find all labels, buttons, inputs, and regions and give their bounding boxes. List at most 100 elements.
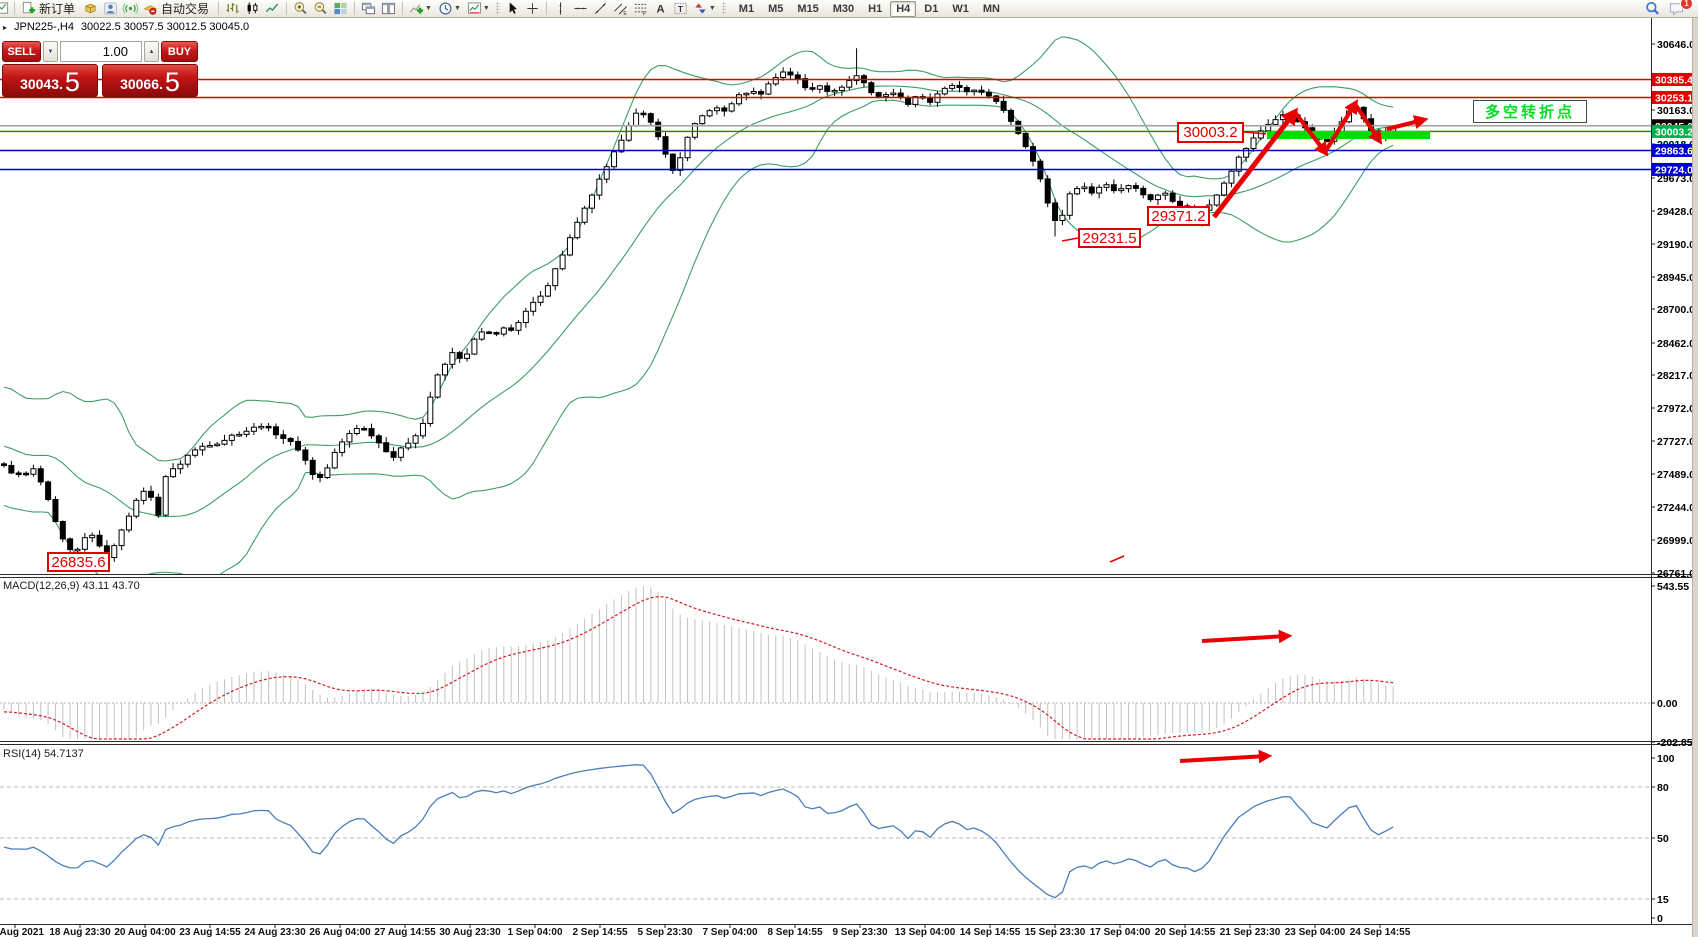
svg-text:F: F [643,12,646,16]
cascade-windows-button[interactable] [359,1,378,17]
volume-input[interactable]: 1.00 [60,41,142,62]
cursor-button[interactable] [503,1,522,17]
support-zone-bar [1267,131,1430,139]
crosshair-button[interactable] [523,1,542,17]
axis-label: 27972.0 [1657,403,1695,415]
price-callout[interactable]: 30003.2 [1177,122,1244,143]
line-chart-button[interactable] [263,1,282,17]
autotrade-button[interactable]: 自动交易 [141,1,214,17]
timeframe-button-mn[interactable]: MN [982,2,1000,15]
text-icon: A [656,4,664,16]
price-badge: 30385.4 [1655,74,1693,86]
tile-vertical-button[interactable] [379,1,398,17]
zoom-in-button[interactable] [291,1,310,17]
trend-arrow [1292,109,1329,157]
chevron-down-icon[interactable]: ▼ [425,5,432,12]
time-label: 24 Sep 14:55 [1350,927,1411,937]
chevron-down-icon[interactable]: ▼ [482,5,490,12]
timeframe-button-m5[interactable]: M5 [768,2,784,15]
chat-button[interactable]: 1 [1667,0,1693,17]
toolbar-grip[interactable] [495,2,500,15]
svg-text:E: E [623,11,627,16]
line-chart-icon [265,3,279,13]
candlestick-chart-icon [247,2,258,15]
time-label: 15 Sep 23:30 [1025,927,1086,937]
buy-price-panel[interactable]: 30066. 5 [102,64,198,97]
price-callout[interactable]: 29371.2 [1147,206,1210,226]
text-label-button[interactable]: T [671,1,690,17]
sell-button[interactable]: SELL [2,41,41,62]
timeframe-button-h4[interactable]: H4 [890,0,917,17]
profile-button[interactable] [101,1,120,17]
fibonacci-button[interactable]: F [631,1,650,17]
axis-label: -202.85 [1657,737,1693,749]
timeframe-group: M1 M5 M15 M30 H1 H4 D1 W1 MN [732,0,1007,17]
chevron-down-icon[interactable]: ▼ [453,5,461,12]
axis-label: 27727.0 [1657,436,1695,448]
template-button[interactable]: ▼ [465,1,493,17]
new-order-button[interactable]: 新订单 [19,1,80,17]
zoom-out-button[interactable] [311,1,330,17]
axis-label: 29428.0 [1657,206,1695,218]
tile-windows-button[interactable] [331,1,350,17]
timeframe-button-m1[interactable]: M1 [738,2,755,15]
time-label: 24 Aug 23:30 [244,927,306,937]
volume-decrement-button[interactable]: ▼ [43,41,58,62]
arrows-icon [695,3,706,14]
bar-chart-button[interactable] [223,1,242,17]
trendline-icon [594,3,606,14]
market-watch-icon [85,3,96,14]
timeframe-button-w1[interactable]: W1 [952,2,969,15]
vertical-line-button[interactable] [551,1,570,17]
new-order-label: 新订单 [39,2,76,16]
buy-button[interactable]: BUY [161,41,198,62]
channel-button[interactable]: E [611,1,630,17]
time-label: 7 Sep 04:00 [702,927,757,937]
sell-price-panel[interactable]: 30043. 5 [2,64,98,97]
chevron-down-icon[interactable]: ▼ [708,5,716,12]
horizontal-line-button[interactable] [571,1,590,17]
price-callout[interactable]: 26835.6 [47,552,110,572]
price-callout[interactable]: 29231.5 [1078,228,1141,248]
autotrade-icon [143,5,158,15]
axis-label: 26999.0 [1657,535,1695,547]
notification-badge: 1 [1680,0,1693,10]
timeframe-button-m30[interactable]: M30 [832,2,855,15]
timeframe-button-d1[interactable]: D1 [924,2,939,15]
toolbar-grip[interactable] [721,2,726,15]
trendline-button[interactable] [591,1,610,17]
symbol-info: ▸ JPN225-,H4 30022.5 30057.5 30012.5 300… [3,21,249,33]
cascade-windows-icon [361,2,376,15]
equidistant-channel-icon: E [613,3,627,16]
market-watch-button[interactable] [81,1,100,17]
bar-chart-icon [226,2,239,14]
search-button[interactable] [1643,1,1662,17]
one-click-trade-panel: SELL ▼ 1.00 ▲ BUY 30043. 5 30066. 5 [2,41,198,97]
add-indicator-button[interactable]: ▼ [407,1,435,17]
time-label: 9 Sep 23:30 [832,927,887,937]
time-label: 26 Aug 04:00 [309,927,371,937]
text-button[interactable]: A [651,1,670,17]
time-label: 17 Sep 04:00 [1090,927,1151,937]
timeframe-button-m15[interactable]: M15 [797,2,819,15]
candlestick-chart-button[interactable] [243,1,262,17]
volume-increment-button[interactable]: ▲ [144,41,159,62]
axis-label: 28945.0 [1657,272,1695,284]
timeframe-button-h1[interactable]: H1 [868,2,883,15]
signals-button[interactable] [121,1,140,17]
axis-label: 80 [1657,782,1669,794]
price-badge: 30003.2 [1655,126,1693,138]
profile-icon [104,2,117,15]
cursor-icon [509,2,517,14]
time-label: 13 Sep 04:00 [895,927,956,937]
arrows-button[interactable]: ▼ [691,1,719,17]
turning-point-label[interactable]: 多空转折点 [1473,100,1587,123]
axis-label: 28217.0 [1657,370,1695,382]
symbol-period: JPN225-,H4 [14,21,74,33]
time-label: 20 Sep 14:55 [1155,927,1216,937]
trend-arrow [1386,115,1429,132]
period-button[interactable]: ▼ [436,1,464,17]
chart-window-icon[interactable] [0,1,10,16]
buy-price-pip: 5 [164,67,180,97]
